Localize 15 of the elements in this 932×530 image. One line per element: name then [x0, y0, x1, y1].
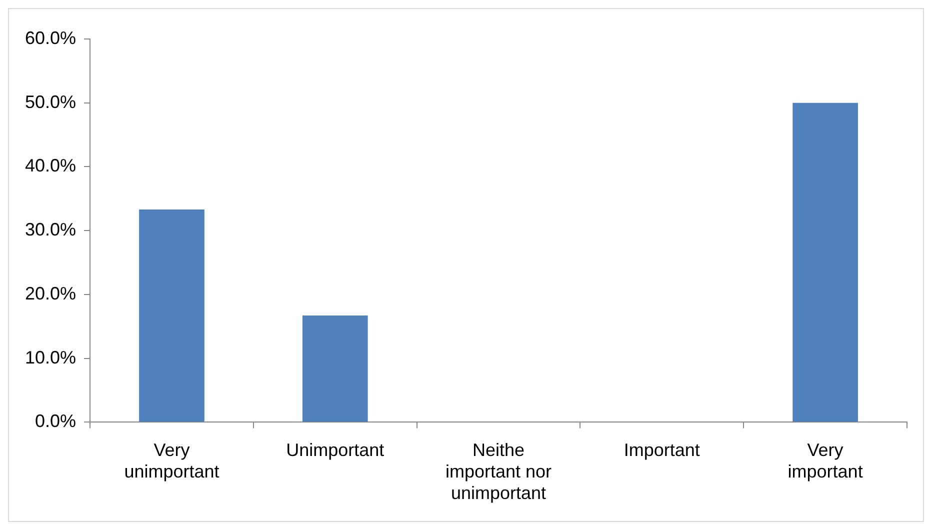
y-tick-label: 40.0%	[24, 156, 76, 176]
y-tick-label: 50.0%	[24, 92, 76, 112]
y-tick-label: 0.0%	[35, 411, 76, 432]
x-tick-label: Very unimportant	[124, 440, 220, 482]
y-tick-label: 30.0%	[24, 220, 76, 240]
x-tick-label: Neithe important nor unimportant	[445, 440, 552, 504]
y-tick-label: 20.0%	[24, 283, 76, 304]
bar	[139, 210, 204, 422]
bar	[792, 102, 858, 422]
x-tick-label: Unimportant	[286, 440, 384, 460]
y-tick-label: 60.0%	[24, 28, 76, 48]
x-tick-label: Very important	[788, 440, 863, 482]
x-tick-label: Important	[624, 440, 700, 460]
bar	[302, 316, 368, 422]
y-tick-label: 10.0%	[24, 347, 76, 368]
